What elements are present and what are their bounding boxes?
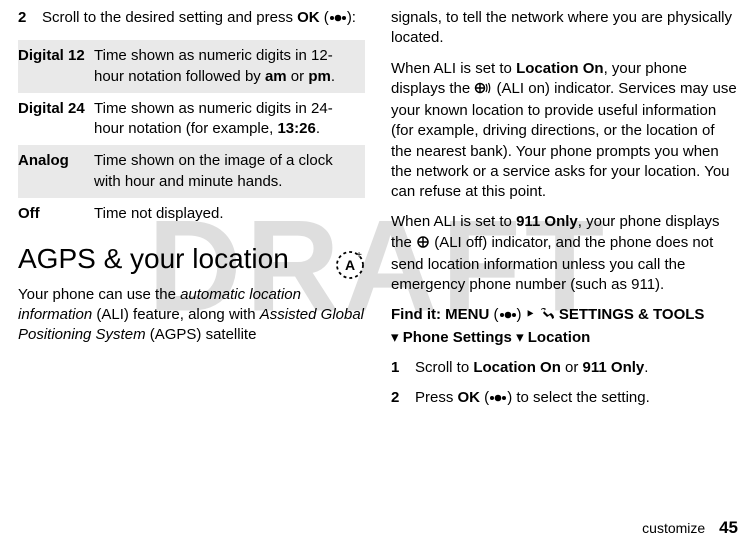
step-text-a: Scroll to the desired setting and press	[42, 9, 297, 26]
option-key: Off	[18, 198, 94, 230]
txt: (ALI on) indicator. Services may use you…	[391, 80, 737, 200]
step-2b: 2 Press OK ( ) to select the setting.	[391, 388, 738, 410]
right-column: signals, to tell the network where you a…	[391, 8, 738, 536]
txt-b: Location On	[516, 60, 604, 77]
table-row: Digital 24 Time shown as numeric digits …	[18, 93, 365, 146]
txt: Press	[415, 389, 458, 406]
path-c: Location	[528, 329, 591, 346]
path-a: SETTINGS & TOOLS	[559, 306, 705, 323]
option-key: Analog	[18, 145, 94, 198]
table-row: Off Time not displayed.	[18, 198, 365, 230]
txt: ) to select the setting.	[507, 389, 650, 406]
page-number: 45	[719, 518, 738, 537]
section-heading-agps: AGPS & your location	[18, 244, 365, 275]
ali-911-only-paragraph: When ALI is set to 911 Only, your phone …	[391, 212, 738, 295]
agps-intro: Your phone can use the automatic locatio…	[18, 285, 365, 346]
footer-section-label: customize	[642, 520, 705, 536]
agps-feature-icon: A +	[335, 250, 365, 286]
txt: (	[480, 389, 489, 406]
step-number: 2	[18, 8, 32, 30]
txt: .	[316, 120, 320, 137]
find-it-label: Find it:	[391, 306, 445, 323]
option-val: Time shown on the image of a clock with …	[94, 145, 365, 198]
step-2: 2 Scroll to the desired setting and pres…	[18, 8, 365, 30]
center-key-icon	[489, 390, 507, 410]
two-column-layout: 2 Scroll to the desired setting and pres…	[18, 8, 738, 536]
path-b: Phone Settings	[403, 329, 512, 346]
txt: (ALI off) indicator, and the phone does …	[391, 234, 713, 294]
step-body: Scroll to Location On or 911 Only.	[415, 358, 738, 378]
left-column: 2 Scroll to the desired setting and pres…	[18, 8, 365, 536]
step-body: Press OK ( ) to select the setting.	[415, 388, 738, 410]
txt-b: 911 Only	[583, 359, 645, 376]
step-number: 1	[391, 358, 405, 378]
step-text-c: ):	[347, 9, 356, 26]
table-row: Digital 12 Time shown as numeric digits …	[18, 40, 365, 93]
center-key-icon	[329, 10, 347, 30]
step-text-b: (	[320, 9, 329, 26]
txt-b: 13:26	[277, 120, 315, 137]
option-key: Digital 24	[18, 93, 94, 146]
txt: When ALI is set to	[391, 60, 516, 77]
ok-label: OK	[297, 9, 320, 26]
txt: When ALI is set to	[391, 213, 516, 230]
arrow-icon: ‣	[522, 306, 539, 323]
txt: .	[644, 359, 648, 376]
down-triangle-icon: ▾	[391, 329, 399, 346]
intro-continued: signals, to tell the network where you a…	[391, 8, 738, 49]
ali-off-icon	[416, 235, 430, 255]
txt-b: am	[265, 68, 287, 85]
table-row: Analog Time shown on the image of a cloc…	[18, 145, 365, 198]
svg-text:A: A	[345, 257, 355, 273]
txt: Your phone can use the	[18, 286, 180, 303]
menu-label: MENU	[445, 306, 489, 323]
ali-location-on-paragraph: When ALI is set to Location On, your pho…	[391, 59, 738, 203]
option-key: Digital 12	[18, 40, 94, 93]
txt-b: Location On	[473, 359, 561, 376]
center-key-icon	[499, 307, 517, 327]
ali-on-icon	[474, 81, 492, 101]
step-body: Scroll to the desired setting and press …	[42, 8, 365, 30]
page-footer: customize 45	[642, 518, 738, 538]
txt: or	[287, 68, 309, 85]
option-val: Time shown as numeric digits in 12-hour …	[94, 40, 365, 93]
option-val: Time not displayed.	[94, 198, 365, 230]
tools-icon	[539, 306, 555, 323]
step-1: 1 Scroll to Location On or 911 Only.	[391, 358, 738, 378]
txt: Scroll to	[415, 359, 473, 376]
txt: or	[561, 359, 583, 376]
down-triangle-icon: ▾	[516, 329, 524, 346]
option-val: Time shown as numeric digits in 24-hour …	[94, 93, 365, 146]
step-number: 2	[391, 388, 405, 410]
ok-label: OK	[458, 389, 481, 406]
txt-b: pm	[308, 68, 331, 85]
txt: (ALI) feature, along with	[92, 306, 260, 323]
txt: .	[331, 68, 335, 85]
txt-b: 911 Only	[516, 213, 578, 230]
svg-text:+: +	[356, 250, 362, 261]
clock-options-table: Digital 12 Time shown as numeric digits …	[18, 40, 365, 230]
txt: (AGPS) satellite	[146, 326, 257, 343]
find-it-line: Find it: MENU () ‣ SETTINGS & TOOLS ▾ Ph…	[391, 305, 738, 348]
